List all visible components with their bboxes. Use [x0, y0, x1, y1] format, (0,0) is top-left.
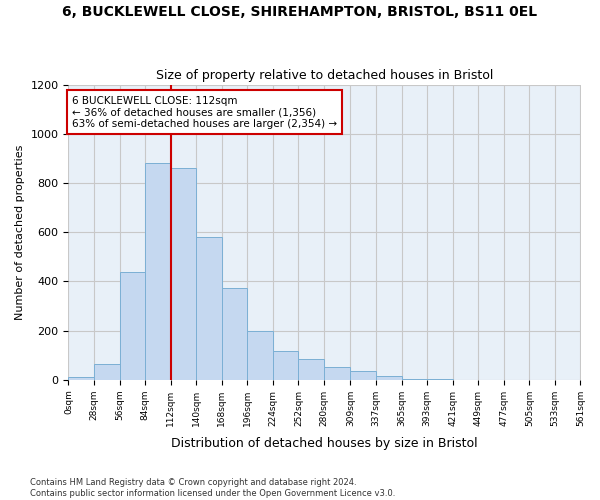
Bar — [324, 368, 350, 380]
Bar — [350, 371, 376, 380]
X-axis label: Distribution of detached houses by size in Bristol: Distribution of detached houses by size … — [171, 437, 478, 450]
Bar — [145, 164, 170, 380]
Text: 6, BUCKLEWELL CLOSE, SHIREHAMPTON, BRISTOL, BS11 0EL: 6, BUCKLEWELL CLOSE, SHIREHAMPTON, BRIST… — [62, 5, 538, 19]
Text: Contains HM Land Registry data © Crown copyright and database right 2024.
Contai: Contains HM Land Registry data © Crown c… — [30, 478, 395, 498]
Bar — [170, 168, 196, 380]
Bar — [273, 352, 298, 380]
Bar — [196, 237, 222, 380]
Text: 6 BUCKLEWELL CLOSE: 112sqm
← 36% of detached houses are smaller (1,356)
63% of s: 6 BUCKLEWELL CLOSE: 112sqm ← 36% of deta… — [72, 96, 337, 129]
Bar — [222, 288, 247, 380]
Y-axis label: Number of detached properties: Number of detached properties — [15, 144, 25, 320]
Title: Size of property relative to detached houses in Bristol: Size of property relative to detached ho… — [156, 69, 493, 82]
Bar — [401, 378, 427, 380]
Bar — [119, 272, 145, 380]
Bar — [94, 364, 119, 380]
Bar — [247, 330, 273, 380]
Bar — [376, 376, 401, 380]
Bar — [68, 378, 94, 380]
Bar — [298, 359, 324, 380]
